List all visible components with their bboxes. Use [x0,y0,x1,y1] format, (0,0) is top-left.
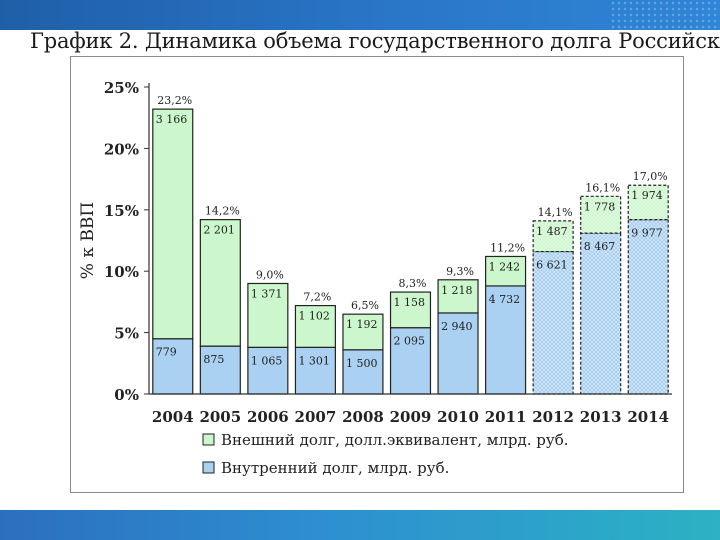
chart-frame: 0% 5% 10% 15% 20% 25% % к ВВП 779 3 166 23,2% 2004… [70,56,684,493]
bar-external-2006 [247,282,289,348]
x-tick-label-2009: 2009 [390,408,432,426]
data-label-external-2013: 1 778 [584,200,616,213]
data-label-external-2004: 3 166 [156,113,188,126]
legend-swatch-internal [202,461,215,474]
total-label-2004: 23,2% [157,94,192,107]
y-axis-label: % к ВВП [78,202,98,279]
data-label-external-2008: 1 192 [346,318,378,331]
total-label-2012: 14,1% [538,206,573,219]
total-label-2014: 17,0% [633,170,668,183]
bar-external-2010 [437,279,479,314]
total-label-2013: 16,1% [585,181,620,194]
x-tick-label-2014: 2014 [627,408,669,426]
y-tick-label: 5% [114,325,139,343]
legend-swatch-external [202,433,215,446]
x-tick-label-2004: 2004 [152,408,194,426]
data-label-internal-2011: 4 732 [489,293,521,306]
legend-label-external: Внешний долг, долл.эквивалент, млрд. руб… [221,431,569,449]
y-tick-label: 15% [104,202,139,220]
data-label-external-2007: 1 102 [298,310,330,323]
x-tick-label-2012: 2012 [532,408,574,426]
y-tick-label: 0% [114,386,139,404]
x-tick-label-2007: 2007 [295,408,337,426]
total-label-2005: 14,2% [205,205,240,218]
bar-internal-2007 [294,346,336,395]
data-label-external-2011: 1 242 [489,260,521,273]
debt-chart: 0% 5% 10% 15% 20% 25% % к ВВП 779 3 166 23,2% 2004… [78,79,672,477]
data-label-internal-2010: 2 940 [441,320,473,333]
bar-internal-2014 [627,219,669,395]
total-label-2006: 9,0% [256,268,284,281]
page-title: График 2. Динамика объема государственно… [30,29,720,53]
bar-internal-2008 [342,349,384,395]
total-label-2009: 8,3% [399,277,427,290]
data-label-internal-2007: 1 301 [298,354,330,367]
corner-dot-pattern [610,0,720,30]
y-tick-label: 20% [104,140,139,158]
data-label-external-2010: 1 218 [441,284,473,297]
x-tick-label-2006: 2006 [247,408,289,426]
bar-external-2012 [532,220,574,253]
bottom-decor-band [0,510,720,540]
x-tick-label-2011: 2011 [485,408,527,426]
total-label-2010: 9,3% [446,265,474,278]
bar-external-2005 [199,219,241,347]
x-tick-label-2010: 2010 [437,408,479,426]
total-label-2008: 6,5% [351,299,379,312]
data-label-internal-2008: 1 500 [346,357,378,370]
data-label-internal-2012: 6 621 [536,259,568,272]
bar-internal-2010 [437,312,479,395]
data-label-external-2014: 1 974 [631,189,663,202]
bar-external-2011 [485,255,527,287]
x-tick-label-2013: 2013 [580,408,622,426]
bar-external-2004 [152,108,194,340]
bar-internal-2005 [199,345,241,395]
total-label-2007: 7,2% [303,291,331,304]
bar-internal-2006 [247,346,289,395]
bar-internal-2012 [532,250,574,395]
data-label-external-2006: 1 371 [251,287,282,300]
bar-external-2014 [627,184,669,221]
data-label-internal-2004: 779 [156,346,177,359]
bar-external-2009 [389,291,432,329]
bar-external-2007 [294,304,336,348]
y-tick-label: 25% [104,79,139,97]
bar-external-2013 [580,195,622,234]
data-label-external-2005: 2 201 [203,224,235,237]
data-label-internal-2005: 875 [203,353,224,366]
data-label-external-2012: 1 487 [536,225,568,238]
data-label-internal-2014: 9 977 [631,227,663,240]
bar-internal-2011 [485,285,527,395]
bar-internal-2013 [580,232,622,395]
top-decor-band [0,0,720,30]
bar-external-2008 [342,313,384,351]
x-tick-label-2005: 2005 [199,408,241,426]
legend-label-internal: Внутренний долг, млрд. руб. [221,459,449,477]
x-tick-label-2008: 2008 [342,408,384,426]
data-label-internal-2013: 8 467 [584,240,616,253]
data-label-internal-2006: 1 065 [251,354,282,367]
data-label-internal-2009: 2 095 [394,335,426,348]
total-label-2011: 11,2% [490,241,525,254]
data-label-external-2009: 1 158 [394,296,426,309]
y-tick-label: 10% [104,263,139,281]
